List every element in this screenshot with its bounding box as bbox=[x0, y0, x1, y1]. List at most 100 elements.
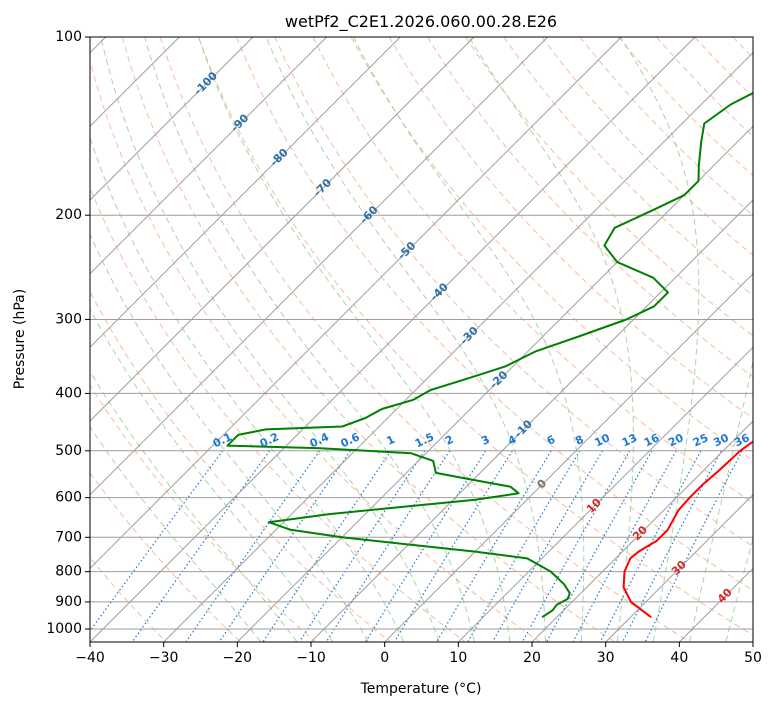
temperature-profile-line bbox=[622, 440, 753, 618]
y-tick-label: 300 bbox=[55, 311, 82, 327]
moist-adiabat-line bbox=[265, 37, 546, 642]
dry-adiabat-line bbox=[541, 37, 753, 256]
dry-adiabat-line bbox=[426, 37, 753, 378]
isotherm-gridline bbox=[532, 420, 753, 642]
dry-adiabat-line bbox=[350, 37, 753, 462]
isotherm-gridline bbox=[237, 125, 753, 642]
isotherm-gridline bbox=[458, 346, 753, 642]
mixing-ratio-label: 3 bbox=[479, 433, 491, 448]
dry-adiabat-line bbox=[90, 384, 316, 642]
x-tick-label: 10 bbox=[449, 650, 467, 666]
plot-frame bbox=[89, 36, 754, 643]
mixing-ratio-line bbox=[262, 450, 392, 642]
dry-adiabat-line bbox=[90, 556, 167, 642]
mixing-ratio-line bbox=[492, 450, 604, 642]
dry-adiabat-line bbox=[90, 59, 540, 642]
x-tick-label: 20 bbox=[523, 650, 541, 666]
moist-adiabat-line bbox=[725, 537, 753, 642]
isotherm-gridline bbox=[311, 199, 753, 642]
mixing-ratio-label: 25 bbox=[691, 431, 710, 449]
y-tick-label: 400 bbox=[55, 385, 82, 401]
y-tick-label: 100 bbox=[55, 29, 82, 45]
x-tick-label: 30 bbox=[597, 650, 615, 666]
isotherm-gridline bbox=[679, 567, 753, 642]
mixing-ratio-line bbox=[522, 450, 631, 642]
mixing-ratio-label: 2 bbox=[443, 433, 455, 448]
moist-adiabat-line bbox=[90, 370, 298, 642]
mixing-ratio-label: 30 bbox=[711, 431, 731, 449]
dry-adiabat-line bbox=[90, 290, 391, 642]
isotherm-gridline bbox=[90, 37, 254, 201]
background-lines bbox=[90, 37, 775, 642]
dry-adiabat-line bbox=[90, 472, 241, 642]
mixing-ratio-line bbox=[599, 450, 702, 642]
mixing-ratio-label: 6 bbox=[545, 433, 558, 448]
x-tick-label: −10 bbox=[296, 650, 326, 666]
moist-adiabat-line bbox=[144, 37, 475, 642]
x-axis: −40 −30 −20 −10 0 10 20 30 40 50 bbox=[75, 642, 762, 666]
dry-adiabat-line bbox=[159, 37, 689, 642]
x-tick-label: −20 bbox=[223, 650, 253, 666]
dry-adiabat-line bbox=[274, 37, 753, 547]
moist-adiabat-label: 10 bbox=[584, 495, 604, 515]
dry-adiabat-line bbox=[388, 37, 753, 420]
mixing-ratio-line bbox=[299, 450, 426, 642]
dry-adiabat-line bbox=[656, 37, 753, 137]
x-tick-label: 0 bbox=[380, 650, 389, 666]
isotherm-gridline bbox=[90, 37, 696, 642]
isotherm-gridline bbox=[90, 37, 328, 275]
mixing-ratio-label: 16 bbox=[642, 431, 662, 449]
moist-adiabat-line bbox=[90, 233, 369, 642]
mixing-ratio-line bbox=[645, 450, 743, 642]
mixing-ratio-line bbox=[546, 450, 653, 642]
mixing-ratio-line bbox=[436, 450, 552, 642]
moist-adiabat-line bbox=[90, 307, 333, 642]
mixing-ratio-line bbox=[218, 450, 351, 642]
mixing-ratio-line bbox=[365, 450, 487, 642]
dry-adiabat-line bbox=[694, 37, 753, 98]
isotherm-gridline bbox=[753, 37, 775, 642]
dry-adiabat-line bbox=[771, 37, 775, 642]
data-series bbox=[226, 91, 753, 619]
moist-adiabat-line bbox=[620, 37, 700, 642]
isotherm-gridline bbox=[90, 37, 401, 349]
dry-adiabat-line bbox=[121, 37, 615, 642]
mixing-ratio-line bbox=[572, 450, 677, 642]
moist-adiabat-line bbox=[353, 37, 585, 642]
x-tick-label: −30 bbox=[149, 650, 179, 666]
isotherm-gridline bbox=[384, 272, 753, 642]
mixing-ratio-line bbox=[622, 450, 722, 642]
mixing-ratio-label: 20 bbox=[666, 431, 686, 449]
mixing-ratio-label: 0.4 bbox=[308, 430, 331, 450]
dry-adiabat-line bbox=[732, 37, 753, 59]
mixing-ratio-label: 8 bbox=[573, 433, 585, 448]
y-tick-label: 800 bbox=[55, 564, 82, 580]
mixing-ratio-label: 10 bbox=[593, 431, 613, 449]
y-tick-label: 900 bbox=[55, 594, 82, 610]
x-tick-label: 50 bbox=[744, 650, 762, 666]
moist-adiabat-line bbox=[198, 37, 511, 642]
mixing-ratio-label: 13 bbox=[620, 431, 639, 449]
moist-adiabat-line bbox=[689, 359, 753, 642]
y-axis: 100 200 300 400 500 600 700 800 900 1000 bbox=[46, 29, 90, 637]
mixing-ratio-label: 0.1 bbox=[211, 430, 234, 450]
dry-adiabat-line bbox=[465, 37, 753, 337]
x-tick-label: 40 bbox=[670, 650, 688, 666]
chart-title: wetPf2_C2E1.2026.060.00.28.E26 bbox=[285, 12, 557, 32]
mixing-ratio-label: 36 bbox=[732, 431, 752, 449]
mixing-ratio-line bbox=[90, 450, 224, 632]
moist-adiabat-line bbox=[90, 136, 405, 642]
isotherm-gridline bbox=[163, 51, 753, 642]
isotherm-gridline bbox=[90, 37, 622, 570]
x-tick-label: −40 bbox=[75, 650, 105, 666]
dry-adiabat-line bbox=[236, 37, 753, 591]
dewpoint-profile-line bbox=[226, 91, 753, 619]
y-tick-label: 200 bbox=[55, 207, 82, 223]
mixing-ratio-line bbox=[185, 450, 321, 642]
moist-adiabat-line bbox=[468, 37, 634, 642]
moist-adiabat-line bbox=[90, 425, 261, 642]
isotherm-gridline bbox=[605, 493, 753, 642]
dry-adiabat-line bbox=[312, 37, 753, 504]
isotherm-gridline bbox=[90, 37, 475, 422]
